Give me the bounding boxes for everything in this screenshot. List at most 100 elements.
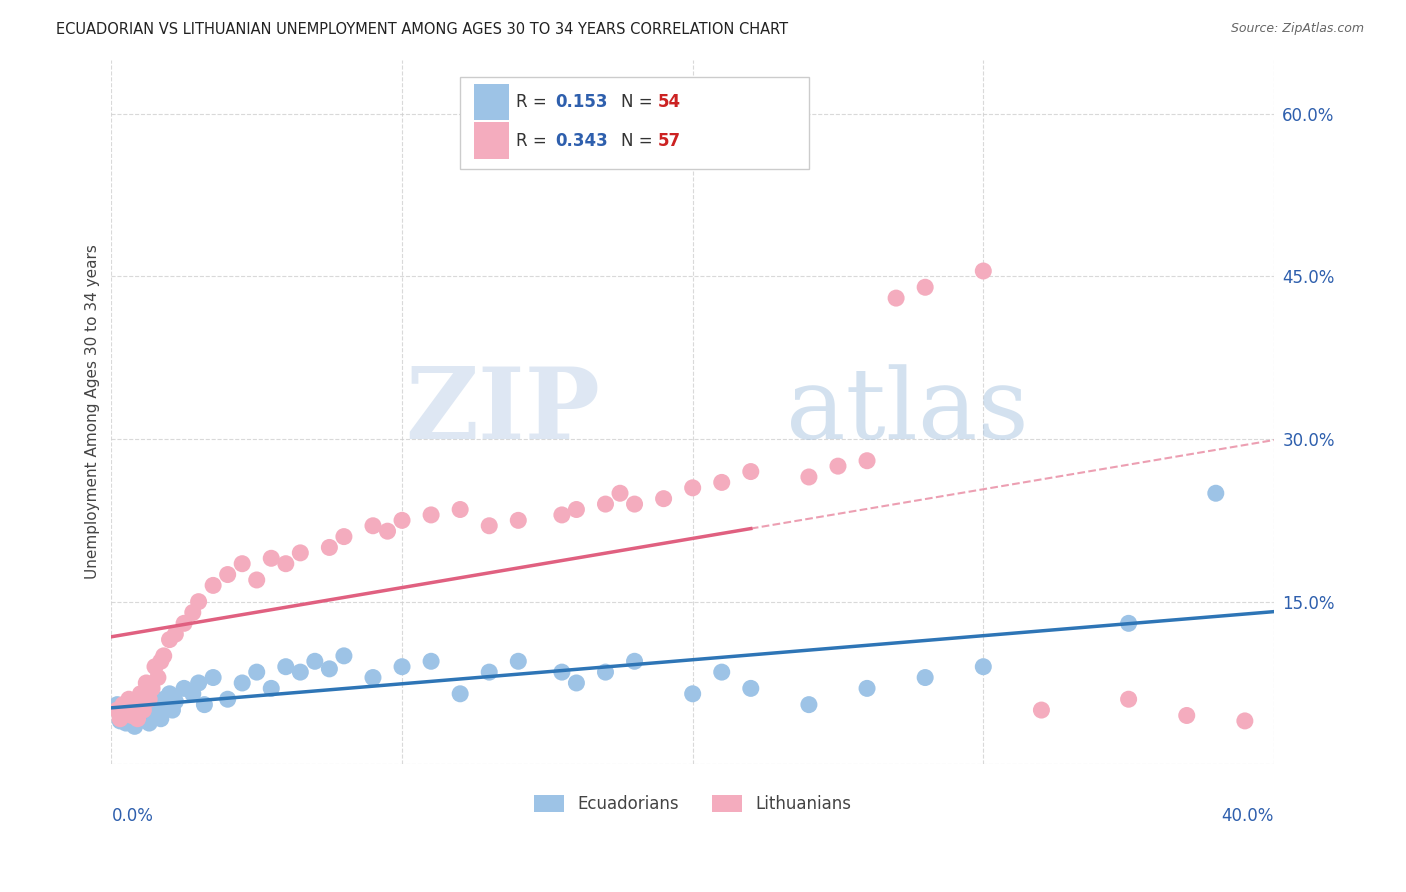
Point (246, 573, 269, 587)
Point (856, 454, 879, 468)
Point (138, 692, 160, 706)
Point (108, 714, 131, 728)
Point (391, 513, 413, 527)
Point (377, 524, 399, 539)
Point (391, 659, 413, 673)
Text: ZIP: ZIP (405, 363, 600, 460)
Point (165, 694, 187, 708)
Point (1031, 703, 1053, 717)
Point (972, 659, 994, 673)
Point (159, 632, 181, 647)
Text: 0.153: 0.153 (555, 93, 607, 111)
Point (1205, 486, 1227, 500)
Text: 57: 57 (658, 132, 681, 150)
Point (508, 654, 530, 668)
Point (318, 662, 340, 676)
Text: 0.343: 0.343 (555, 132, 609, 150)
FancyBboxPatch shape (474, 122, 509, 159)
Point (856, 681, 879, 696)
Point (682, 687, 704, 701)
Text: 54: 54 (658, 93, 681, 111)
Point (152, 692, 174, 706)
Point (740, 465, 762, 479)
Point (135, 692, 157, 706)
Point (1118, 692, 1140, 706)
Point (274, 659, 297, 673)
Point (914, 280, 936, 294)
Point (132, 711, 155, 725)
Point (797, 698, 820, 712)
Point (108, 712, 131, 726)
Point (143, 659, 166, 673)
Point (478, 518, 501, 533)
Y-axis label: Unemployment Among Ages 30 to 34 years: Unemployment Among Ages 30 to 34 years (86, 244, 100, 580)
Point (118, 703, 141, 717)
Point (623, 654, 645, 668)
Point (290, 665, 312, 679)
Point (565, 676, 588, 690)
Point (304, 654, 326, 668)
Point (112, 708, 135, 723)
Point (449, 687, 471, 701)
Point (884, 291, 907, 305)
Point (682, 481, 704, 495)
Point (121, 712, 143, 726)
Point (124, 694, 146, 708)
Point (260, 681, 283, 696)
Point (124, 719, 146, 733)
Point (143, 698, 166, 712)
Point (202, 671, 225, 685)
Point (1233, 714, 1256, 728)
Point (202, 578, 225, 592)
Point (217, 692, 239, 706)
Point (162, 703, 184, 717)
Point (652, 491, 675, 506)
Point (623, 497, 645, 511)
Point (551, 508, 574, 522)
Point (146, 705, 169, 719)
Point (115, 705, 138, 719)
Point (127, 705, 149, 719)
Point (132, 703, 155, 717)
Point (361, 518, 384, 533)
Point (231, 557, 253, 571)
Point (135, 676, 157, 690)
Point (420, 654, 443, 668)
Point (105, 698, 128, 712)
Point (149, 654, 172, 668)
Text: Source: ZipAtlas.com: Source: ZipAtlas.com (1230, 22, 1364, 36)
Point (217, 567, 239, 582)
Text: N =: N = (620, 93, 658, 111)
Point (565, 502, 588, 516)
Point (173, 681, 195, 696)
Point (740, 681, 762, 696)
Point (710, 665, 733, 679)
Point (274, 557, 297, 571)
Point (141, 708, 163, 723)
Point (112, 698, 135, 712)
Point (149, 712, 172, 726)
Point (551, 665, 574, 679)
Text: ECUADORIAN VS LITHUANIAN UNEMPLOYMENT AMONG AGES 30 TO 34 YEARS CORRELATION CHAR: ECUADORIAN VS LITHUANIAN UNEMPLOYMENT AM… (56, 22, 789, 37)
Point (141, 681, 163, 696)
Point (193, 698, 215, 712)
Point (420, 508, 443, 522)
Legend: Ecuadorians, Lithuanians: Ecuadorians, Lithuanians (527, 788, 858, 820)
Text: R =: R = (516, 132, 553, 150)
Point (595, 665, 617, 679)
Text: R =: R = (516, 93, 553, 111)
Point (129, 687, 152, 701)
Point (246, 665, 269, 679)
Point (187, 594, 209, 608)
Point (609, 486, 631, 500)
Point (121, 708, 143, 723)
Point (827, 459, 849, 474)
Point (449, 502, 471, 516)
Point (129, 701, 152, 715)
Text: atlas: atlas (786, 364, 1028, 460)
Point (1175, 708, 1198, 723)
Point (118, 692, 141, 706)
Point (914, 671, 936, 685)
Point (508, 513, 530, 527)
Point (231, 676, 253, 690)
